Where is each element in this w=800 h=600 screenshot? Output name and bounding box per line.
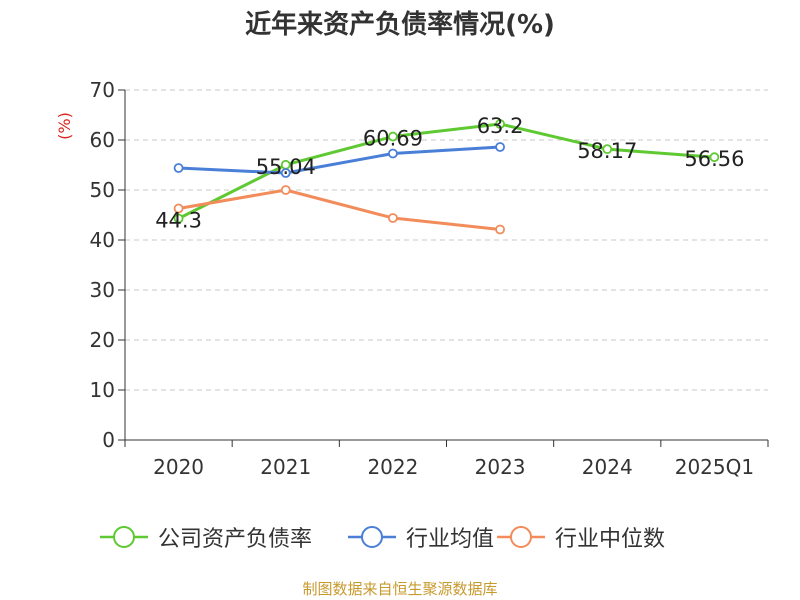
data-label: 63.2 (477, 114, 524, 138)
x-tick-label: 2024 (582, 455, 633, 479)
data-point (388, 148, 398, 159)
y-tick-label: 40 (90, 228, 115, 252)
y-tick-label: 0 (102, 428, 115, 452)
data-label: 44.3 (155, 209, 202, 233)
y-tick-label: 30 (90, 278, 115, 302)
grid-lines (125, 89, 768, 391)
legend-item: 公司资产负债率 (100, 526, 312, 552)
data-point (173, 163, 184, 173)
y-tick-label: 20 (90, 328, 115, 352)
data-label: 60.69 (363, 127, 423, 151)
y-tick-label: 50 (90, 178, 115, 202)
chart-title: 近年来资产负债率情况(%) (245, 10, 555, 40)
legend-item: 行业中位数 (497, 526, 665, 552)
x-tick-label: 2022 (367, 455, 418, 479)
data-point (173, 213, 184, 224)
data-point (280, 185, 291, 195)
legend-marker (510, 526, 532, 548)
y-tick-label: 60 (90, 128, 115, 152)
legend-label: 公司资产负债率 (158, 527, 312, 552)
data-labels: 44.3 55.04 60.69 63.2 58.17 56.56 (155, 114, 744, 233)
data-label: 58.17 (577, 139, 637, 163)
legend-marker (113, 526, 135, 548)
data-point (495, 142, 505, 152)
data-point (388, 131, 398, 142)
legend: 公司资产负债率 行业均值 行业中位数 (100, 526, 665, 552)
data-point (709, 152, 720, 163)
data-point (388, 213, 398, 223)
legend-label: 行业均值 (406, 527, 494, 552)
legend-label: 行业中位数 (555, 527, 665, 552)
data-label: 56.56 (684, 147, 744, 171)
series-line (177, 122, 715, 220)
y-tick-label: 70 (90, 78, 115, 102)
legend-marker (361, 526, 383, 548)
data-label: 55.04 (256, 155, 316, 179)
series-line (178, 145, 501, 175)
x-tick-label: 2020 (153, 455, 204, 479)
data-point (173, 203, 184, 214)
data-point (495, 224, 505, 235)
x-tick-label: 2023 (475, 455, 526, 479)
data-point (495, 119, 505, 129)
x-tick-label: 2025Q1 (675, 455, 754, 479)
legend-item: 行业均值 (348, 526, 494, 552)
y-tick-label: 10 (90, 378, 115, 402)
series-lines (173, 119, 720, 235)
y-axis-label: (%) (55, 112, 74, 140)
data-point (280, 168, 291, 178)
axes: 0 10 20 30 40 50 60 70 2020 2021 2022 2023 2024 2025Q… (55, 78, 769, 479)
x-tick-label: 2021 (260, 455, 311, 479)
source-note: 制图数据来自恒生聚源数据库 (302, 580, 498, 598)
data-point (602, 144, 613, 155)
series-line (178, 188, 501, 231)
